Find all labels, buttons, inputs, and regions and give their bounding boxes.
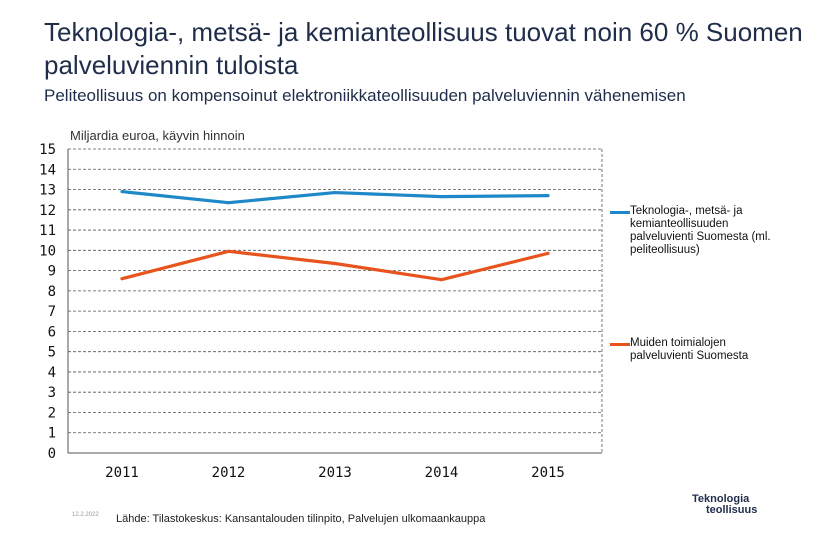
- y-tick-label: 11: [39, 223, 56, 239]
- y-tick-label: 2: [48, 405, 56, 421]
- data-point: [226, 201, 231, 205]
- y-tick-label: 9: [48, 264, 56, 280]
- y-tick-label: 10: [39, 243, 56, 259]
- footer-date: 12.2.2022: [72, 512, 99, 518]
- y-tick-label: 0: [48, 446, 56, 462]
- y-tick-label: 1: [48, 426, 56, 442]
- logo-line-2: teollisuus: [706, 504, 758, 516]
- x-tick-label: 2014: [425, 465, 459, 481]
- y-tick-label: 14: [39, 162, 56, 178]
- y-tick-label: 3: [48, 385, 56, 401]
- data-point: [333, 190, 337, 195]
- data-point: [546, 251, 550, 255]
- x-tick-label: 2011: [105, 465, 139, 481]
- y-tick-label: 13: [39, 183, 56, 199]
- axes: [67, 149, 603, 454]
- y-tick-label: 7: [48, 304, 56, 320]
- x-tick-label: 2015: [531, 465, 565, 481]
- data-point: [333, 261, 337, 266]
- gridlines: [68, 148, 602, 434]
- y-tick-label: 15: [39, 142, 56, 158]
- series-line-2: [121, 249, 549, 282]
- y-tick-label: 8: [48, 284, 56, 300]
- data-point: [546, 194, 550, 198]
- slide-title: Teknologia-, metsä- ja kemianteollisuus …: [44, 17, 803, 80]
- series-lines: [120, 189, 550, 282]
- legend-swatch-2: [610, 343, 630, 346]
- legend-item-2: Muiden toimialojen palveluvienti Suomest…: [610, 337, 780, 363]
- y-tick-label: 4: [48, 365, 56, 381]
- slide-subtitle: Peliteollisuus on kompensoinut elektroni…: [44, 86, 686, 105]
- y-axis-unit-label: Miljardia euroa, käyvin hinnoin: [70, 128, 245, 143]
- data-point: [439, 195, 444, 199]
- data-point: [120, 277, 124, 281]
- x-tick-labels: 2011 2012 2013 2014 2015: [105, 465, 565, 481]
- y-tick-label: 12: [39, 203, 56, 219]
- legend-item-1: Teknologia-, metsä- ja kemianteollisuude…: [610, 205, 780, 257]
- y-tick-label: 6: [48, 324, 56, 340]
- legend-label-2: Muiden toimialojen palveluvienti Suomest…: [630, 337, 749, 362]
- teknologiateollisuus-logo: Teknologia teollisuus: [692, 494, 757, 516]
- data-point: [226, 249, 231, 253]
- footer-source: Lähde: Tilastokeskus: Kansantalouden til…: [116, 513, 486, 525]
- x-tick-label: 2013: [318, 465, 352, 481]
- logo-line-1: Teknologia: [692, 493, 750, 505]
- y-tick-label: 5: [48, 345, 56, 361]
- data-point: [120, 189, 124, 194]
- legend-label-1: Teknologia-, metsä- ja kemianteollisuude…: [630, 205, 771, 256]
- legend-swatch-1: [610, 211, 630, 214]
- data-point: [439, 278, 444, 282]
- x-tick-label: 2012: [212, 465, 246, 481]
